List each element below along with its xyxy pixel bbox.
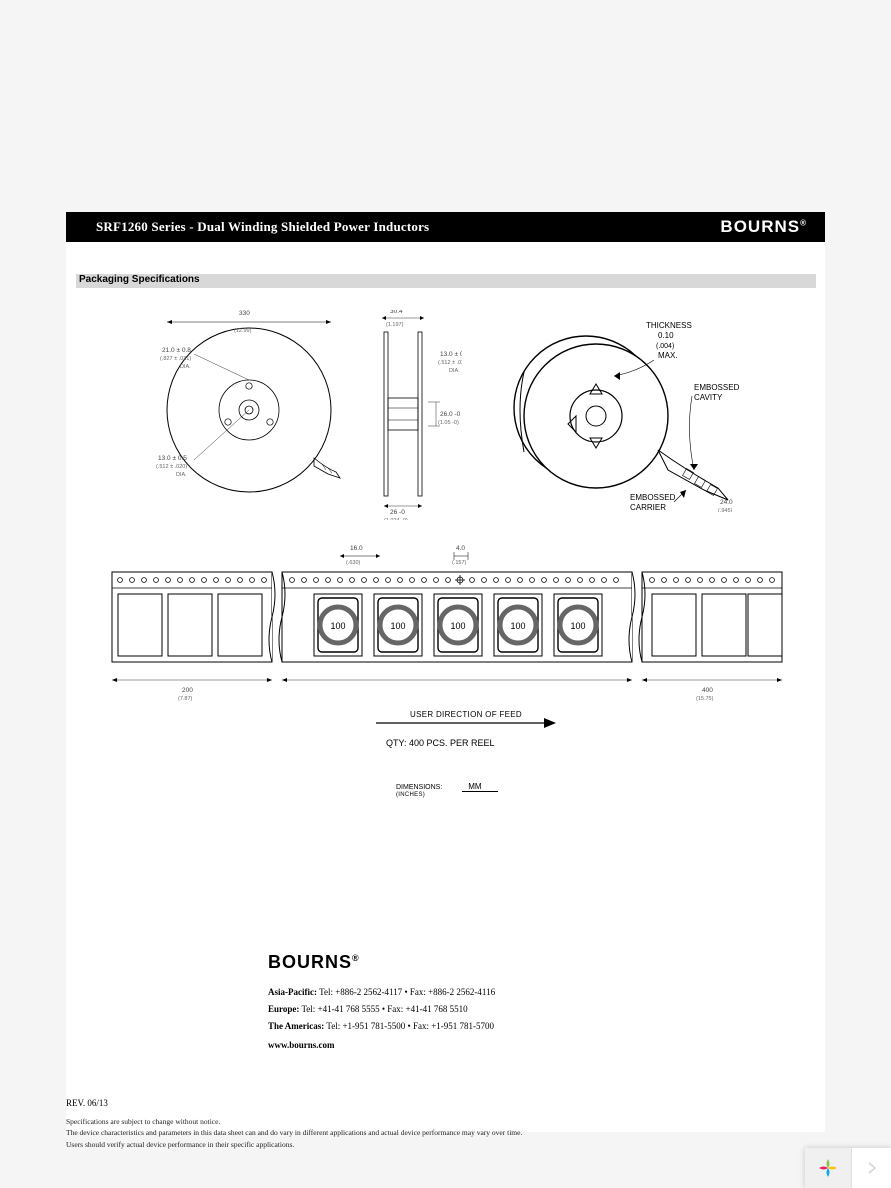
component-value-2: 100 — [450, 621, 465, 631]
leader-b-in: (15.75) — [696, 696, 714, 702]
revision: REV. 06/13 — [66, 1098, 108, 1108]
tape-components: 100 100 100 100 — [314, 594, 602, 656]
dim-slot-a-dia: DIA. — [449, 368, 460, 374]
reel-side-diagram: 30.4 (1.197) 13.0 ± 0.3 (.512 ± .020) DI… — [362, 310, 462, 520]
thickness-max: MAX. — [658, 351, 678, 360]
qty-per-reel: QTY: 400 PCS. PER REEL — [386, 738, 495, 748]
dim-reel-dia-in: (12.99) — [234, 328, 252, 334]
dim-reel-dia-mm: 330 — [239, 310, 250, 317]
tape-width-mm: 24.0 — [720, 499, 733, 506]
cavity-label-2: CAVITY — [694, 393, 723, 402]
component-value-3: 100 — [510, 621, 525, 631]
pitch-mm: 16.0 — [350, 545, 363, 552]
component-value-4: 100 — [570, 621, 585, 631]
dim-side-top-in: (1.197) — [386, 322, 404, 328]
viewer-logo-icon[interactable] — [805, 1148, 851, 1188]
feed-direction: USER DIRECTION OF FEED — [376, 716, 556, 719]
carrier-label-1: EMBOSSED — [630, 493, 676, 502]
footer-note-line: The device characteristics and parameter… — [66, 1127, 522, 1138]
component-value-1: 100 — [390, 621, 405, 631]
dim-slot-b-in: (1.05 -0) — [438, 420, 459, 426]
thickness-label: THICKNESS — [646, 321, 692, 330]
website-url: www.bourns.com — [268, 1040, 335, 1050]
leader-b-mm: 400 — [702, 687, 713, 694]
brand-logo-header: BOURNS® — [720, 217, 807, 237]
page-title: SRF1260 Series - Dual Winding Shielded P… — [96, 219, 429, 235]
dim-inner-in: (.827 ± .031) — [160, 356, 191, 362]
dimensions-note: DIMENSIONS: MM (INCHES) — [396, 782, 498, 798]
dim-slot-a-in: (.512 ± .020) — [438, 360, 462, 366]
hole-pitch-mm: 4.0 — [456, 545, 465, 552]
dim-side-bot-mm: 26 -0 — [390, 509, 405, 516]
datasheet-page: SRF1260 Series - Dual Winding Shielded P… — [66, 212, 825, 1132]
footer-notes: Specifications are subject to change wit… — [66, 1116, 522, 1150]
contact-info: Asia-Pacific: Tel: +886-2 2562-4117 • Fa… — [268, 984, 495, 1035]
tape-strip-diagram: 16.0 (.630) 4.0 (.157) — [112, 552, 782, 722]
thickness-in: (.004) — [656, 343, 674, 350]
footer-note-line: Users should verify actual device perfor… — [66, 1139, 522, 1150]
reel-iso-diagram: THICKNESS 0.10 (.004) MAX. EMBOSSED CAVI… — [486, 312, 746, 512]
contact-row: Asia-Pacific: Tel: +886-2 2562-4117 • Fa… — [268, 984, 495, 1001]
contact-row: Europe: Tel: +41-41 768 5555 • Fax: +41-… — [268, 1001, 495, 1018]
component-value-0: 100 — [330, 621, 345, 631]
dim-side-bot-in: (1.024 -0) — [384, 518, 408, 520]
reel-front-diagram: 330 (12.99) 21.0 ± 0.8 (.827 ± .031) DIA… — [154, 310, 344, 510]
brand-logo-footer: BOURNS® — [268, 952, 360, 973]
dim-side-top-mm: 30.4 — [390, 310, 403, 315]
dim-core-mm: 13.0 ± 0.5 — [158, 455, 187, 462]
hole-pitch-in: (.157) — [452, 560, 467, 566]
thickness-mm: 0.10 — [658, 331, 674, 340]
pitch-in: (.630) — [346, 560, 361, 566]
dim-slot-b-mm: 26.0 -0 — [440, 411, 461, 418]
cavity-label-1: EMBOSSED — [694, 383, 740, 392]
next-page-button[interactable] — [851, 1148, 891, 1188]
tape-width-in: (.945) — [718, 508, 733, 512]
dim-slot-a-mm: 13.0 ± 0.3 — [440, 351, 462, 358]
contact-row: The Americas: Tel: +1-951 781-5500 • Fax… — [268, 1018, 495, 1035]
viewer-widget — [805, 1148, 891, 1188]
leader-a-in: (7.87) — [178, 696, 193, 702]
dim-inner-mm: 21.0 ± 0.8 — [162, 347, 191, 354]
dim-dia-suffix-b: DIA. — [176, 472, 187, 478]
leader-a-mm: 200 — [182, 687, 193, 694]
dim-dia-suffix-a: DIA. — [180, 364, 191, 370]
header-bar: SRF1260 Series - Dual Winding Shielded P… — [66, 212, 825, 242]
dim-core-in: (.512 ± .020) — [156, 464, 187, 470]
carrier-label-2: CARRIER — [630, 503, 666, 512]
section-title: Packaging Specifications — [79, 274, 200, 285]
footer-note-line: Specifications are subject to change wit… — [66, 1116, 522, 1127]
